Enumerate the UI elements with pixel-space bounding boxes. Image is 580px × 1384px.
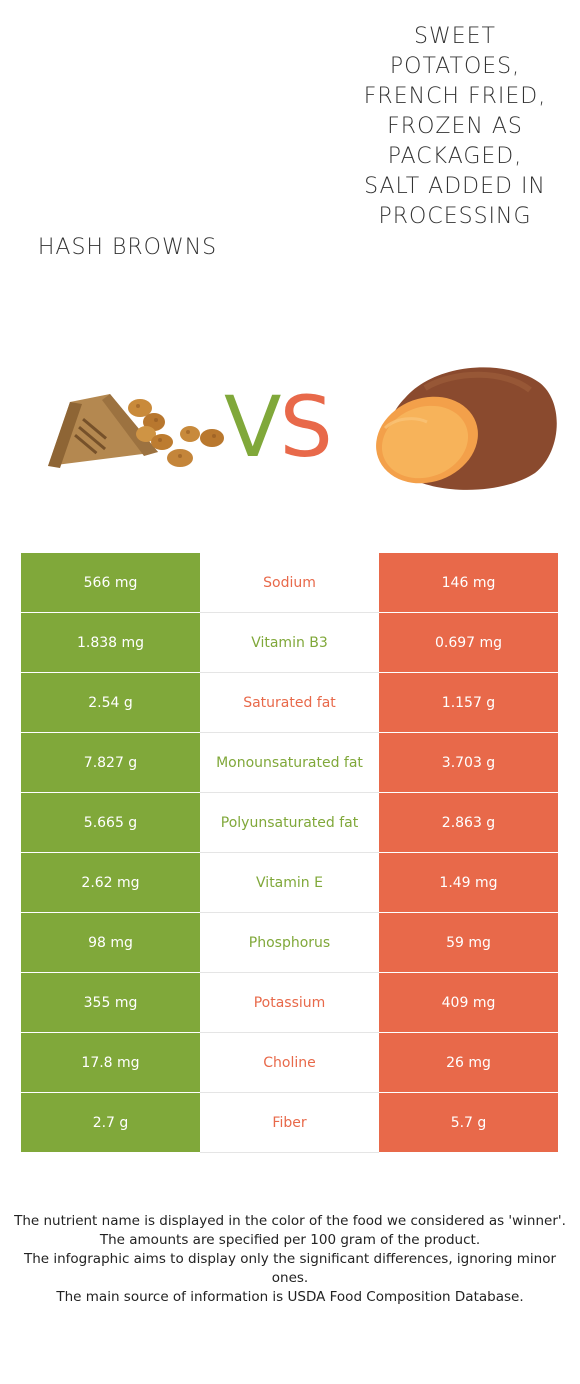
nutrient-name: Vitamin B3: [200, 612, 379, 673]
left-value: 2.54 g: [21, 672, 200, 733]
footer-notes: The nutrient name is displayed in the co…: [10, 1212, 570, 1307]
right-value: 5.7 g: [379, 1092, 558, 1153]
hash-browns-image: [48, 394, 224, 468]
right-value: 59 mg: [379, 912, 558, 973]
nutrient-name: Monounsaturated fat: [200, 732, 379, 793]
left-value: 5.665 g: [21, 792, 200, 853]
right-value: 26 mg: [379, 1032, 558, 1093]
footer-line-4: The main source of information is USDA F…: [56, 1289, 524, 1305]
nutrient-name: Fiber: [200, 1092, 379, 1153]
left-value: 98 mg: [21, 912, 200, 973]
left-value: 2.62 mg: [21, 852, 200, 913]
right-value: 2.863 g: [379, 792, 558, 853]
table-row: 2.62 mg Vitamin E 1.49 mg: [21, 852, 558, 913]
nutrient-name: Sodium: [200, 553, 379, 613]
vs-v-letter: V: [224, 378, 281, 476]
nutrient-name: Polyunsaturated fat: [200, 792, 379, 853]
left-value: 566 mg: [21, 553, 200, 613]
left-value: 1.838 mg: [21, 612, 200, 673]
footer-line-2: The amounts are specified per 100 gram o…: [99, 1232, 481, 1248]
left-value: 2.7 g: [21, 1092, 200, 1153]
table-row: 5.665 g Polyunsaturated fat 2.863 g: [21, 792, 558, 853]
nutrient-name: Potassium: [200, 972, 379, 1033]
right-food-title: Sweet potatoes, french fried, frozen as …: [363, 24, 547, 229]
nutrient-name: Choline: [200, 1032, 379, 1093]
left-value: 7.827 g: [21, 732, 200, 793]
table-row: 7.827 g Monounsaturated fat 3.703 g: [21, 732, 558, 793]
vs-s-letter: S: [279, 378, 332, 476]
sweet-potato-image: [376, 367, 557, 490]
right-value: 1.157 g: [379, 672, 558, 733]
nutrient-name: Vitamin E: [200, 852, 379, 913]
table-row: 1.838 mg Vitamin B3 0.697 mg: [21, 612, 558, 673]
right-value: 3.703 g: [379, 732, 558, 793]
nutrient-name: Saturated fat: [200, 672, 379, 733]
table-row: 98 mg Phosphorus 59 mg: [21, 912, 558, 973]
left-food-title: Hash browns: [37, 235, 218, 260]
table-row: 17.8 mg Choline 26 mg: [21, 1032, 558, 1093]
right-value: 409 mg: [379, 972, 558, 1033]
footer-line-3: The infographic aims to display only the…: [23, 1251, 557, 1286]
table-row: 2.7 g Fiber 5.7 g: [21, 1092, 558, 1153]
table-row: 355 mg Potassium 409 mg: [21, 972, 558, 1033]
left-value: 355 mg: [21, 972, 200, 1033]
nutrient-name: Phosphorus: [200, 912, 379, 973]
comparison-table: 566 mg Sodium 146 mg 1.838 mg Vitamin B3 0.69…: [21, 553, 558, 1153]
vs-label: VS: [224, 382, 333, 472]
right-value: 146 mg: [379, 553, 558, 613]
table-row: 2.54 g Saturated fat 1.157 g: [21, 672, 558, 733]
left-value: 17.8 mg: [21, 1032, 200, 1093]
right-value: 0.697 mg: [379, 612, 558, 673]
table-row: 566 mg Sodium 146 mg: [21, 553, 558, 613]
footer-line-1: The nutrient name is displayed in the co…: [14, 1213, 566, 1229]
right-value: 1.49 mg: [379, 852, 558, 913]
